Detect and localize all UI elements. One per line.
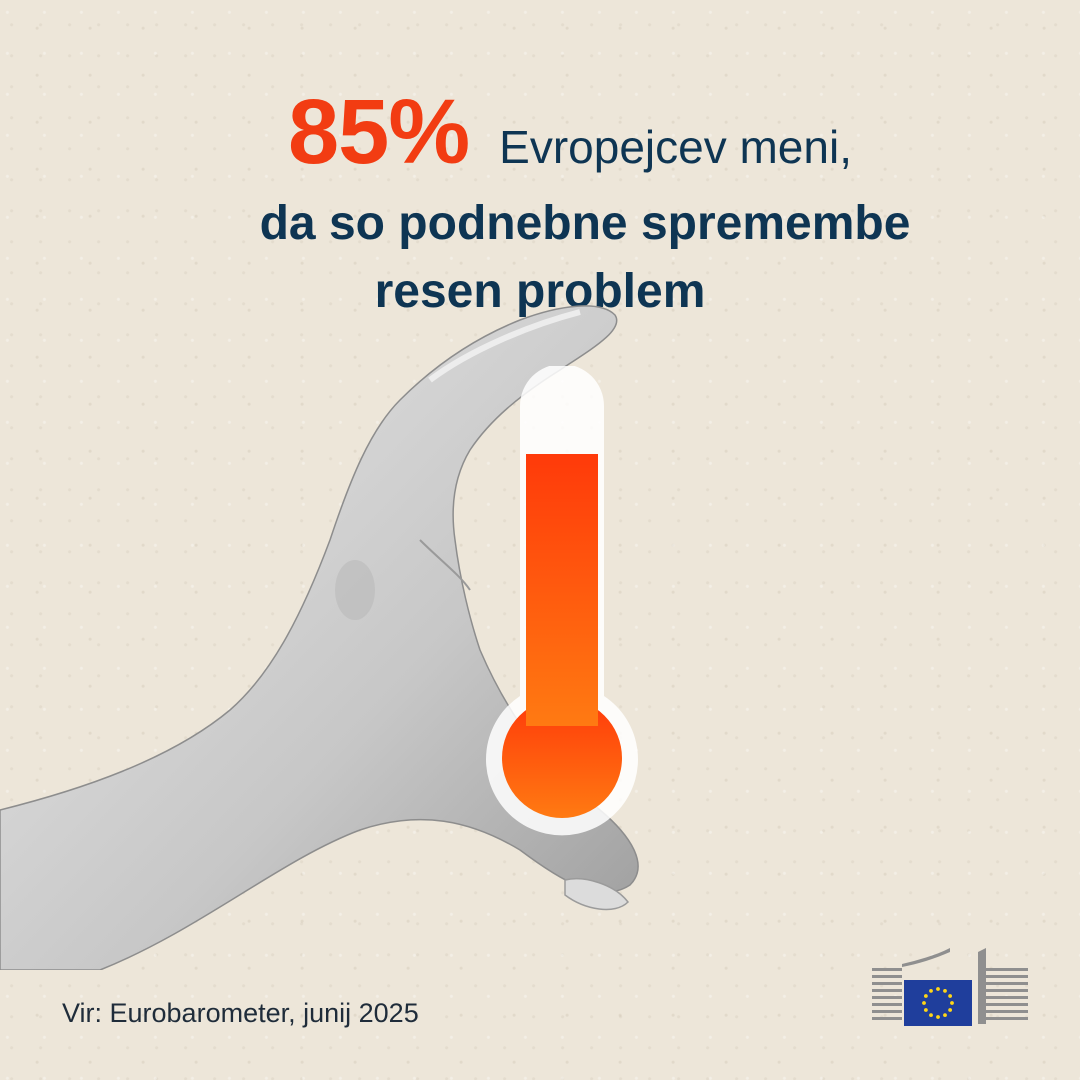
hand-shape [0, 305, 639, 970]
headline-line1: 85% Evropejcev meni, [60, 86, 1080, 178]
finger-highlight [428, 309, 581, 383]
thermometer [486, 366, 638, 836]
eu-star [936, 1015, 940, 1019]
european-commission-logo [872, 948, 1028, 1026]
eu-star [929, 988, 933, 993]
thumbnail [564, 878, 629, 911]
eu-star [950, 1001, 954, 1005]
headline: 85% Evropejcev meni, da so podnebne spre… [0, 86, 1080, 316]
headline-line3: resen problem [374, 265, 706, 318]
eu-star [922, 1001, 926, 1005]
knuckle-shade [335, 560, 375, 620]
source-note: Vir: Eurobarometer, junij 2025 [62, 998, 419, 1028]
headline-line2: da so podnebne spremembe [259, 197, 911, 250]
finger-crease [419, 539, 471, 591]
thermometer-column [526, 454, 598, 726]
logo-building-left [872, 948, 950, 1020]
hand-illustration [0, 305, 639, 970]
eu-star [923, 1008, 928, 1012]
stat-value: 85% [288, 81, 470, 183]
eu-flag [904, 980, 972, 1026]
eu-star [923, 994, 928, 998]
eu-stars [922, 987, 954, 1019]
eu-star [943, 1013, 947, 1018]
thermometer-bulb [502, 698, 622, 818]
logo-building-right [978, 948, 1028, 1024]
headline-line1-text: Evropejcev meni, [499, 121, 852, 173]
eu-star [936, 987, 940, 991]
eu-star [948, 994, 953, 998]
eu-star [943, 988, 947, 993]
eu-star [948, 1008, 953, 1012]
eu-star [929, 1013, 933, 1018]
